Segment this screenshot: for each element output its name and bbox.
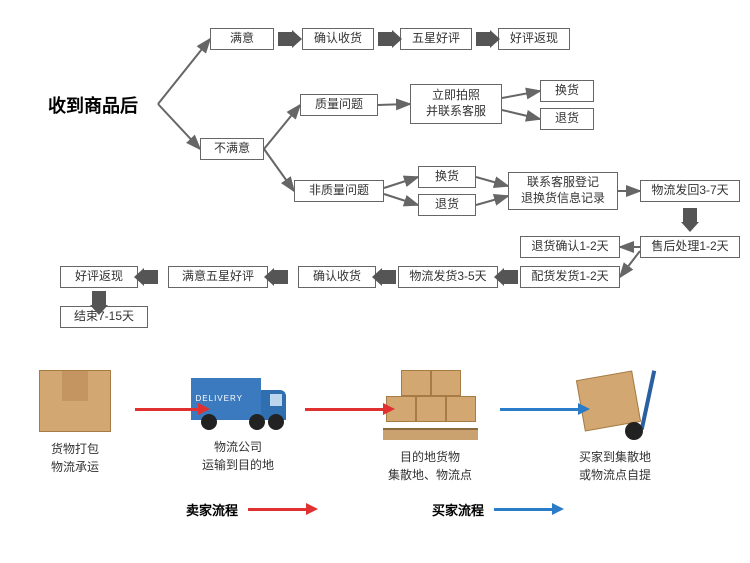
logistics-label-depot: 目的地货物 集散地、物流点 [370,448,490,484]
arrow-ship_back-after_sale [683,208,697,222]
logistics-stage-truck: DELIVERY物流公司 运输到目的地 [178,370,298,474]
node-ship_back: 物流发回3-7天 [640,180,740,202]
arrow-ship_out-confirm2 [382,270,396,284]
legend-seller-arrow [248,508,308,511]
node-after_sale: 售后处理1-2天 [640,236,740,258]
node-contact: 联系客服登记 退换货信息记录 [508,172,618,210]
logistics-stage-depot: 目的地货物 集散地、物流点 [370,370,490,484]
logistics-label-pickup: 买家到集散地 或物流点自提 [555,448,675,484]
node-confirm2: 确认收货 [298,266,376,288]
logistics-label-pack: 货物打包 物流承运 [15,440,135,476]
node-dispatch: 配货发货1-2天 [520,266,620,288]
legend-seller-label: 卖家流程 [186,500,238,519]
logistics-arrow-truck-depot [305,408,385,411]
node-cashback1: 好评返现 [498,28,570,50]
node-refund_conf: 退货确认1-2天 [520,236,620,258]
node-quality: 质量问题 [300,94,378,116]
logistics-stage-pickup: 买家到集散地 或物流点自提 [555,370,675,484]
arrow-confirm1-five_star [378,32,392,46]
node-five_star2: 满意五星好评 [168,266,268,288]
node-return2: 退货 [418,194,476,216]
node-title: 收到商品后 [48,92,138,118]
node-unsatisfied: 不满意 [200,138,264,160]
node-cashback2: 好评返现 [60,266,138,288]
arrow-dispatch-ship_out [504,270,518,284]
logistics-arrow-depot-pickup [500,408,580,411]
node-confirm1: 确认收货 [302,28,374,50]
node-five_star: 五星好评 [400,28,472,50]
arrow-satisfied-confirm1 [278,32,292,46]
arrow-five_star2-cashback2 [144,270,158,284]
arrow-five_star-cashback1 [476,32,490,46]
node-exchange2: 换货 [418,166,476,188]
legend-buyer-arrow [494,508,554,511]
node-exchange1: 换货 [540,80,594,102]
node-satisfied: 满意 [210,28,274,50]
node-return1: 退货 [540,108,594,130]
arrow-cashback2-end [92,291,106,305]
logistics-arrow-pack-truck [135,408,200,411]
node-photo: 立即拍照 并联系客服 [410,84,502,124]
logistics-stage-pack: 货物打包 物流承运 [15,370,135,476]
arrow-confirm2-five_star2 [274,270,288,284]
legend-buyer-label: 买家流程 [432,500,484,519]
logistics-label-truck: 物流公司 运输到目的地 [178,438,298,474]
node-ship_out: 物流发货3-5天 [398,266,498,288]
node-nonquality: 非质量问题 [294,180,384,202]
